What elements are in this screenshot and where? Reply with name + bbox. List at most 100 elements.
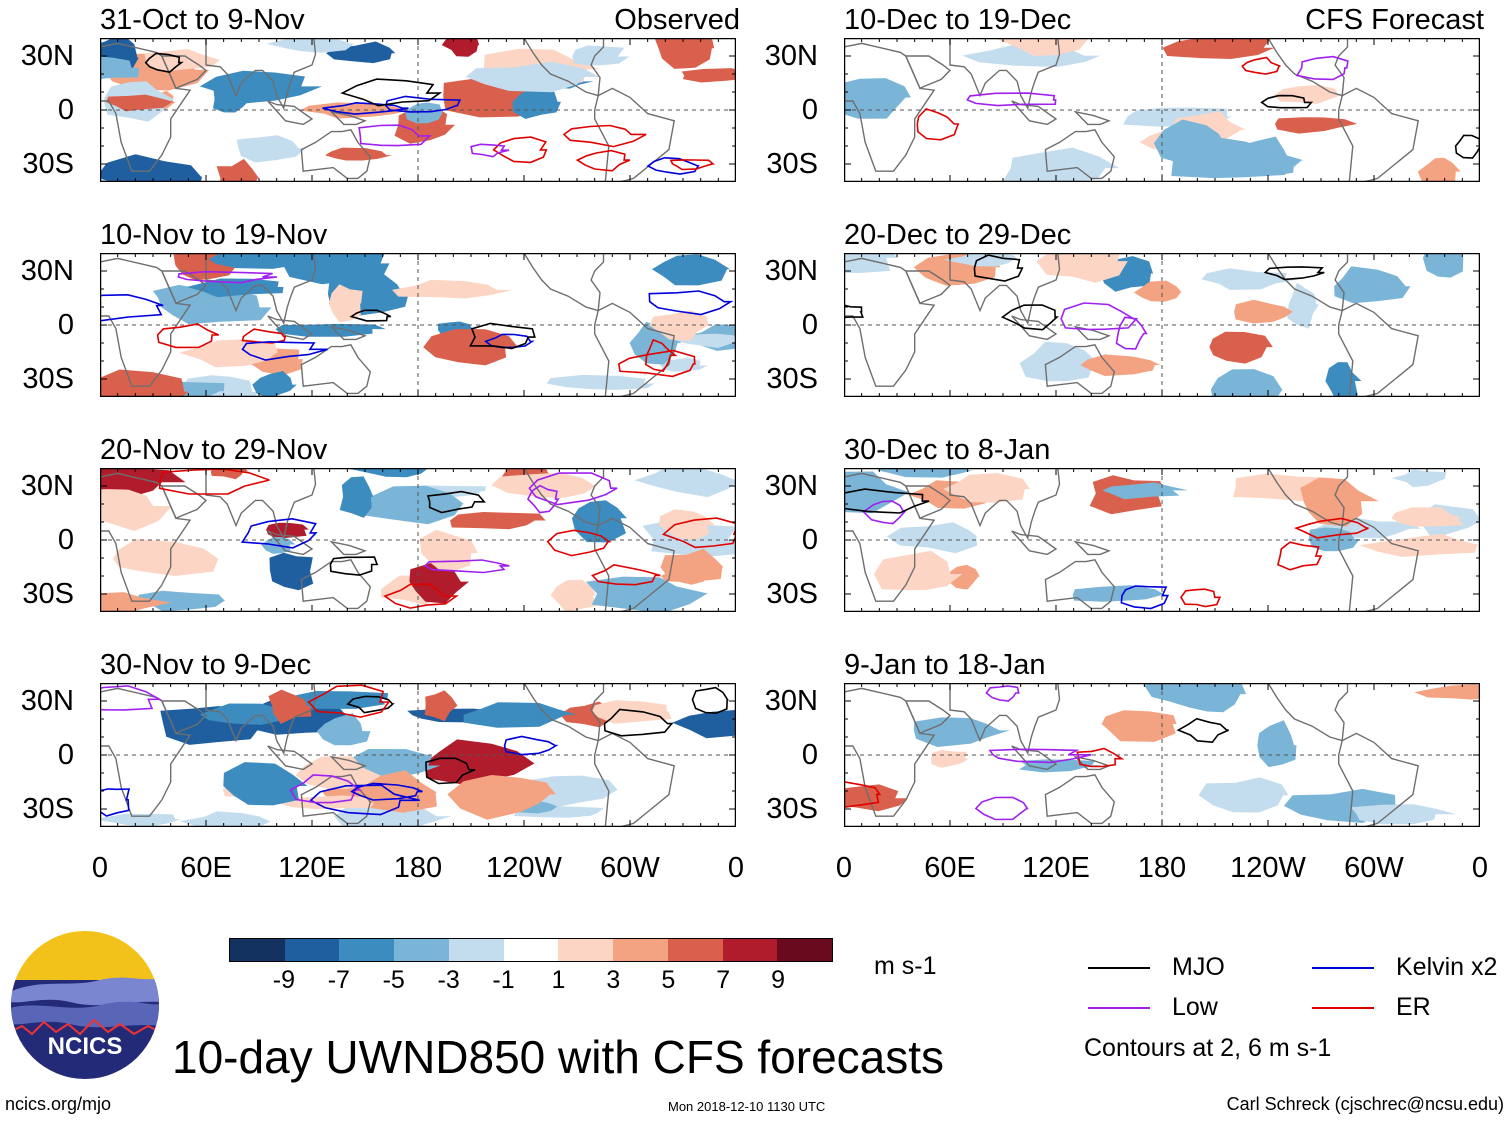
kelvin-contour <box>384 95 462 113</box>
coastline <box>844 42 936 172</box>
er-contour <box>492 136 548 164</box>
colorbar-swatch <box>667 939 723 961</box>
mjo-contour <box>844 488 930 514</box>
coastline <box>1338 302 1420 397</box>
anomaly-map <box>100 38 736 182</box>
lat-tick-label: 30S <box>766 578 818 610</box>
anomaly-cell <box>1080 354 1161 376</box>
anomaly-cell <box>405 102 443 124</box>
panel-period-title: 9-Jan to 18-Jan <box>844 649 1046 681</box>
er-contour <box>1276 541 1323 571</box>
anomaly-cell <box>585 576 709 612</box>
anomaly-cell <box>1201 268 1298 290</box>
panel-period-title: 10-Nov to 19-Nov <box>100 219 328 251</box>
mjo-contour <box>1176 717 1229 744</box>
colorbar-tick-label: -7 <box>327 966 350 994</box>
colorbar-swatch <box>339 939 395 961</box>
anomaly-cell <box>392 279 514 299</box>
low-contour <box>177 270 278 284</box>
anomaly-map <box>100 253 736 397</box>
anomaly-map <box>844 468 1480 612</box>
legend-mjo: MJO <box>1088 953 1225 982</box>
legend-low: Low <box>1088 993 1218 1022</box>
coastline <box>844 472 936 602</box>
anomaly-cell <box>424 739 535 784</box>
coastline <box>267 530 314 556</box>
anomaly-cell <box>100 813 182 827</box>
kelvin-contour <box>241 340 328 361</box>
lat-tick-label: 0 <box>57 739 74 771</box>
low-contour <box>470 143 510 158</box>
lon-tick-label: 60W <box>1344 852 1404 884</box>
legend-er: ER <box>1312 993 1431 1022</box>
lat-tick-label: 0 <box>801 524 818 556</box>
lon-axis: 0 60E 120E 180 120W 60W 0 <box>92 852 744 884</box>
coastline <box>267 745 314 771</box>
anomaly-cell <box>931 749 969 768</box>
coastline <box>205 38 317 111</box>
anomaly-cell <box>325 147 393 161</box>
er-contour <box>591 563 661 586</box>
lon-tick-label: 120W <box>1230 852 1306 884</box>
colorbar-tick-label: 3 <box>606 966 621 994</box>
mjo-contour <box>425 757 476 785</box>
coastline <box>904 485 952 520</box>
anomaly-cell <box>1209 331 1273 364</box>
mjo-contour <box>691 686 729 715</box>
lat-tick-label: 30S <box>22 363 74 395</box>
coastline <box>1267 38 1349 97</box>
colorbar-units: m s-1 <box>874 952 937 980</box>
coastline <box>949 253 1061 326</box>
anomaly-cell <box>1391 469 1447 488</box>
low-contour <box>862 500 907 525</box>
anomaly-cell <box>491 472 598 499</box>
kelvin-contour <box>309 784 420 816</box>
coastline <box>205 468 317 541</box>
lat-tick-label: 30S <box>766 793 818 825</box>
anomaly-cell <box>944 253 1019 267</box>
mjo-contour <box>844 304 864 319</box>
anomaly-cell <box>100 56 139 79</box>
anomaly-cell <box>179 811 272 827</box>
coastline <box>844 687 936 817</box>
anomaly-cell <box>463 702 577 728</box>
coastline <box>160 55 208 90</box>
anomaly-cell <box>634 468 736 498</box>
er-contour <box>156 323 220 349</box>
er-contour <box>844 781 882 809</box>
legend-mjo-line <box>1088 966 1150 969</box>
anomaly-cell <box>1423 253 1464 278</box>
colorbar-swatch <box>448 939 504 961</box>
er-contour <box>916 107 960 141</box>
legend-kelvin-line <box>1312 966 1374 969</box>
coastline <box>1044 129 1116 180</box>
anomaly-cell <box>316 713 371 746</box>
anomaly-cell <box>651 254 731 286</box>
anomaly-cell <box>1234 299 1293 324</box>
panel-period-title: 20-Dec to 29-Dec <box>844 219 1072 251</box>
anomaly-cell <box>200 703 291 725</box>
ncics-logo-icon: NCICS <box>11 931 159 1079</box>
anomaly-cell <box>1198 777 1289 813</box>
mjo-contour <box>1260 94 1314 109</box>
lon-tick-label: 180 <box>1137 852 1187 884</box>
legend-kelvin: Kelvin x2 <box>1312 953 1497 982</box>
coastline <box>160 700 208 735</box>
lat-tick-label: 30N <box>20 470 74 502</box>
anomaly-cell <box>223 762 308 806</box>
coastline <box>1338 732 1420 827</box>
coastline <box>300 129 372 180</box>
low-contour <box>966 92 1057 107</box>
low-contour <box>1295 55 1349 81</box>
er-contour <box>158 468 270 495</box>
lat-tick-label: 30N <box>20 685 74 717</box>
low-contour <box>528 472 618 506</box>
anomaly-cell <box>1210 369 1283 397</box>
colorbar <box>229 938 833 962</box>
lon-tick-label: 180 <box>393 852 443 884</box>
low-contour <box>1115 316 1148 350</box>
anomaly-cell <box>886 522 978 554</box>
er-contour <box>661 517 736 549</box>
anomaly-cell <box>658 509 715 541</box>
anomaly-cell <box>450 512 546 530</box>
